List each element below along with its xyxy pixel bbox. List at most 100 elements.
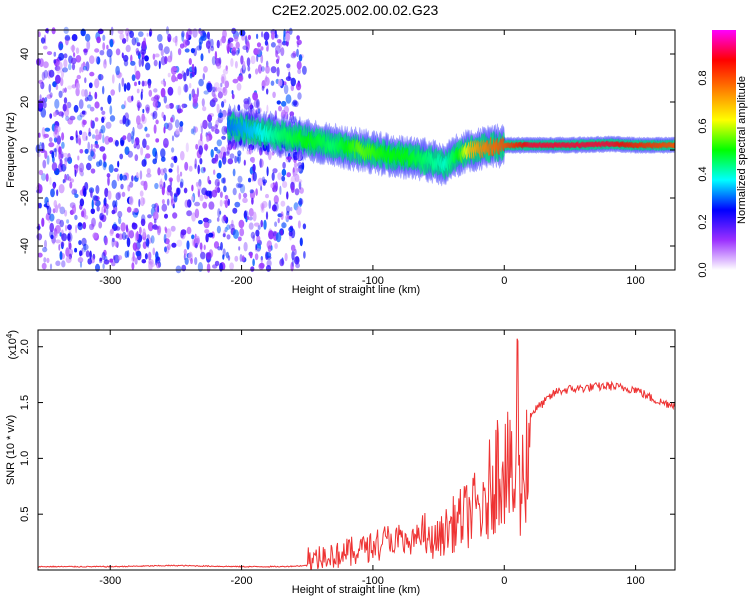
spectrogram-noise-blob xyxy=(196,45,202,51)
spectrogram-noise-blob xyxy=(221,35,227,44)
spectrogram-noise-blob xyxy=(285,76,292,82)
spectrogram-noise-blob xyxy=(74,214,78,221)
spectrogram-noise-blob xyxy=(210,38,214,49)
spectrogram-noise-blob xyxy=(167,86,174,96)
spectrogram-noise-blob xyxy=(98,73,102,81)
spectrogram-noise-blob xyxy=(227,255,231,261)
spectrogram-noise-blob xyxy=(186,210,193,217)
spectrogram-noise-blob xyxy=(67,85,72,90)
spectrogram-noise-blob xyxy=(175,265,182,274)
spectrogram-noise-blob xyxy=(177,104,182,115)
spectrogram-noise-blob xyxy=(102,42,106,51)
spectrogram-noise-blob xyxy=(272,185,278,193)
spectrogram-noise-blob xyxy=(246,215,249,221)
spectrogram-noise-blob xyxy=(153,59,158,67)
spectrogram-noise-blob xyxy=(267,150,272,161)
spectrogram-noise-blob xyxy=(136,143,141,150)
spectrogram-noise-blob xyxy=(133,207,139,213)
spectrogram-noise-blob xyxy=(46,155,50,165)
spectrogram-noise-blob xyxy=(277,172,282,181)
spectrogram-noise-blob xyxy=(208,180,212,185)
spectrogram-noise-blob xyxy=(62,179,65,184)
spectrogram-noise-blob xyxy=(177,48,182,56)
snr-y-tick-label: 1.5 xyxy=(19,395,31,410)
spectrogram-noise-blob xyxy=(212,97,218,103)
spectrogram-noise-blob xyxy=(212,264,218,269)
spectrogram-noise-blob xyxy=(117,73,122,79)
spectrogram-noise-blob xyxy=(222,233,226,238)
spectrogram-noise-blob xyxy=(64,34,71,41)
spectrogram-noise-blob xyxy=(78,99,84,110)
spectrogram-noise-blob xyxy=(250,266,255,272)
spectrogram-noise-blob xyxy=(278,39,282,48)
spectrogram-noise-blob xyxy=(184,257,189,265)
spectrogram-noise-blob xyxy=(251,109,258,119)
spectrogram-noise-blob xyxy=(296,42,300,48)
spectrogram-noise-blob xyxy=(183,72,187,82)
spectrogram-noise-blob xyxy=(223,214,227,222)
spectrogram-noise-blob xyxy=(145,106,150,114)
spectrogram-noise-blob xyxy=(54,231,58,239)
spectrogram-noise-blob xyxy=(272,230,277,237)
spectrogram-noise-blob xyxy=(133,140,136,149)
spectrogram-noise-blob xyxy=(177,85,182,96)
spectrogram-noise-blob xyxy=(270,80,275,86)
spectrogram-noise-blob xyxy=(89,250,92,260)
colorbar-tick-label: 0.2 xyxy=(697,214,709,229)
spectrogram-noise-blob xyxy=(271,172,275,181)
spectrogram-noise-blob xyxy=(291,250,295,261)
spectrogram-y-tick-label: -20 xyxy=(19,190,31,206)
spectrogram-noise-blob xyxy=(103,197,107,207)
spectrogram-noise-blob xyxy=(129,30,135,39)
spectrogram-noise-blob xyxy=(184,48,190,53)
spectrogram-noise-blob xyxy=(274,221,278,227)
spectrogram-noise-blob xyxy=(85,135,88,141)
spectrogram-noise-blob xyxy=(234,60,238,69)
spectrogram-noise-blob xyxy=(138,31,144,37)
spectrogram-noise-blob xyxy=(91,199,94,210)
spectrogram-noise-blob xyxy=(101,206,104,215)
spectrogram-noise-blob xyxy=(173,155,178,164)
spectrogram-noise-blob xyxy=(237,47,240,54)
spectrogram-noise-blob xyxy=(292,51,297,58)
spectrogram-noise-blob xyxy=(143,180,148,191)
spectrogram-noise-blob xyxy=(71,204,77,214)
spectrogram-noise-blob xyxy=(163,46,170,55)
spectrogram-noise-blob xyxy=(79,112,85,118)
spectrogram-noise-blob xyxy=(65,256,72,264)
spectrogram-noise-blob xyxy=(200,133,203,142)
spectrogram-noise-blob xyxy=(108,137,114,143)
spectrogram-noise-blob xyxy=(221,135,227,140)
spectrogram-noise-blob xyxy=(145,145,150,151)
spectrogram-noise-blob xyxy=(255,229,260,237)
spectrogram-noise-blob xyxy=(299,237,303,247)
spectrogram-noise-blob xyxy=(109,55,112,66)
spectrogram-noise-blob xyxy=(147,222,154,232)
spectrogram-noise-blob xyxy=(143,37,147,45)
spectrogram-noise-blob xyxy=(45,173,49,182)
figure-title: C2E2.2025.002.00.02.G23 xyxy=(272,2,439,18)
spectrogram-noise-blob xyxy=(191,63,195,72)
spectrogram-noise-blob xyxy=(216,39,220,49)
spectrogram-noise-blob xyxy=(260,256,263,264)
spectrogram-noise-blob xyxy=(166,122,173,131)
spectrogram-noise-blob xyxy=(131,175,134,182)
spectrogram-noise-blob xyxy=(58,111,64,117)
spectrogram-noise-blob xyxy=(253,222,260,227)
spectrogram-noise-blob xyxy=(89,55,95,64)
spectrogram-noise-blob xyxy=(202,106,207,112)
spectrogram-noise-blob xyxy=(203,143,209,151)
spectrogram-noise-blob xyxy=(53,148,57,153)
spectrogram-noise-blob xyxy=(237,183,243,188)
spectrogram-noise-blob xyxy=(53,51,57,57)
spectrogram-noise-blob xyxy=(102,134,105,144)
spectrogram-noise-blob xyxy=(202,73,205,81)
spectrogram-noise-blob xyxy=(79,250,83,257)
spectrogram-noise-blob xyxy=(44,239,47,249)
spectrogram-noise-blob xyxy=(160,168,165,176)
spectrogram-noise-blob xyxy=(271,151,275,156)
spectrogram-noise-blob xyxy=(224,226,228,233)
spectrogram-noise-blob xyxy=(172,212,178,219)
spectrogram-noise-blob xyxy=(159,184,163,190)
spectrogram-noise-blob xyxy=(79,167,83,176)
